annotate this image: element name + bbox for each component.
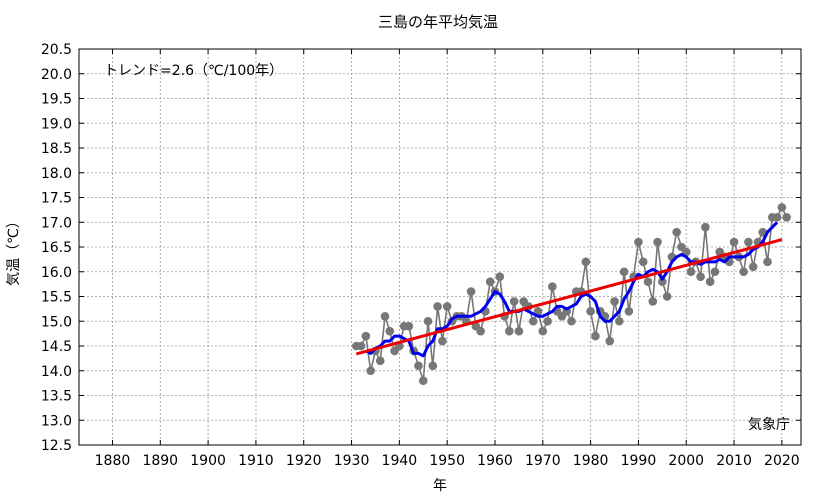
annual-mean-point <box>648 297 658 306</box>
annual-mean-point <box>528 316 538 326</box>
y-tick-label: 14.5 <box>41 339 72 355</box>
annual-mean-point <box>729 237 739 247</box>
annual-mean-point <box>466 287 476 296</box>
annual-mean-point <box>662 292 672 301</box>
annual-mean-point <box>710 267 720 277</box>
annual-mean-point <box>404 321 414 331</box>
annual-mean-point <box>548 282 557 291</box>
annual-mean-point <box>696 272 705 282</box>
annual-mean-point <box>638 257 648 267</box>
x-tick-label: 2000 <box>668 453 704 469</box>
annual-mean-point <box>543 316 552 326</box>
y-axis-label: 気温（℃） <box>6 214 22 286</box>
annual-mean-point <box>505 326 514 336</box>
x-tick-label: 2020 <box>764 453 800 469</box>
annual-mean-point <box>634 237 643 247</box>
annual-mean-point <box>672 227 681 237</box>
x-tick-label: 1920 <box>286 453 322 469</box>
x-tick-label: 1940 <box>382 453 418 469</box>
source-label: 気象庁 <box>748 417 790 433</box>
annual-mean-point <box>744 237 753 247</box>
x-tick-label: 1950 <box>429 453 465 469</box>
annual-mean-point <box>615 316 624 326</box>
annual-mean-point <box>428 361 438 371</box>
annual-mean-point <box>375 356 385 366</box>
y-tick-label: 15.5 <box>41 290 72 306</box>
annual-mean-point <box>686 267 696 277</box>
annual-mean-point <box>356 341 366 351</box>
moving-average-line <box>365 221 779 358</box>
annual-mean-point <box>658 277 667 286</box>
x-tick-label: 2010 <box>716 453 752 469</box>
y-tick-label: 19.0 <box>41 116 72 132</box>
annual-mean-point <box>643 277 653 286</box>
annual-mean-point <box>619 267 629 277</box>
x-tick-label: 1930 <box>334 453 370 469</box>
y-tick-label: 12.5 <box>41 438 72 454</box>
annual-mean-point <box>581 257 591 267</box>
annual-mean-point <box>610 297 619 306</box>
chart-title: 三島の年平均気温 <box>378 13 498 31</box>
annual-mean-point <box>605 336 615 346</box>
annual-mean-point <box>433 302 442 311</box>
annual-mean-point <box>701 222 710 232</box>
annual-mean-point <box>591 331 600 341</box>
y-tick-label: 13.0 <box>41 413 72 429</box>
annual-mean-point <box>423 316 433 326</box>
annual-mean-point <box>414 361 423 371</box>
y-tick-label: 18.5 <box>41 141 72 157</box>
annual-mean-point <box>442 302 452 311</box>
annual-mean-point <box>777 203 787 212</box>
x-tick-label: 1900 <box>190 453 226 469</box>
y-tick-label: 20.0 <box>41 67 72 83</box>
annual-mean-point <box>509 297 519 306</box>
data-series <box>352 203 791 385</box>
y-tick-label: 16.5 <box>41 240 72 256</box>
annual-mean-point <box>495 272 505 282</box>
trend-line <box>355 238 783 356</box>
y-tick-label: 14.0 <box>41 364 72 380</box>
annual-mean-point <box>485 277 495 286</box>
trend-annotation: トレンド=2.6（℃/100年） <box>104 63 283 79</box>
y-tick-label: 15.0 <box>41 314 72 330</box>
x-tick-label: 1970 <box>525 453 561 469</box>
axis-ticks: 1880 1890 1900 1910 1920 1930 1940 1950 1960 1970… <box>41 42 801 469</box>
annual-mean-point <box>772 213 782 222</box>
annual-mean-point <box>361 331 371 341</box>
annual-mean-point <box>653 237 662 247</box>
x-tick-label: 1890 <box>142 453 178 469</box>
annual-mean-point <box>763 257 772 267</box>
x-axis-label: 年 <box>433 478 447 494</box>
annual-mean-point <box>385 326 395 336</box>
annual-mean-point <box>624 307 634 316</box>
annual-mean-point <box>586 307 595 316</box>
annual-mean-point <box>366 366 375 376</box>
annual-mean-point <box>514 326 524 336</box>
x-tick-label: 1960 <box>477 453 513 469</box>
y-tick-label: 19.5 <box>41 92 72 108</box>
grid <box>79 48 801 446</box>
annual-mean-point <box>380 312 390 321</box>
x-tick-label: 1880 <box>95 453 131 469</box>
annual-mean-point <box>705 277 715 286</box>
y-tick-label: 17.0 <box>41 215 72 231</box>
annual-mean-point <box>748 262 758 272</box>
annual-mean-point <box>567 316 576 326</box>
y-tick-label: 13.5 <box>41 389 72 405</box>
annual-mean-point <box>538 326 548 336</box>
y-tick-label: 17.5 <box>41 191 72 207</box>
y-tick-label: 20.5 <box>41 42 72 58</box>
x-tick-label: 1910 <box>238 453 274 469</box>
y-tick-label: 16.0 <box>41 265 72 281</box>
x-tick-label: 1980 <box>573 453 609 469</box>
annual-mean-point <box>438 336 447 346</box>
annual-mean-point <box>739 267 748 277</box>
x-tick-label: 1990 <box>621 453 657 469</box>
annual-mean-point <box>782 213 791 222</box>
y-tick-label: 18.0 <box>41 166 72 182</box>
annual-mean-point <box>476 326 485 336</box>
annual-mean-point <box>418 376 428 385</box>
